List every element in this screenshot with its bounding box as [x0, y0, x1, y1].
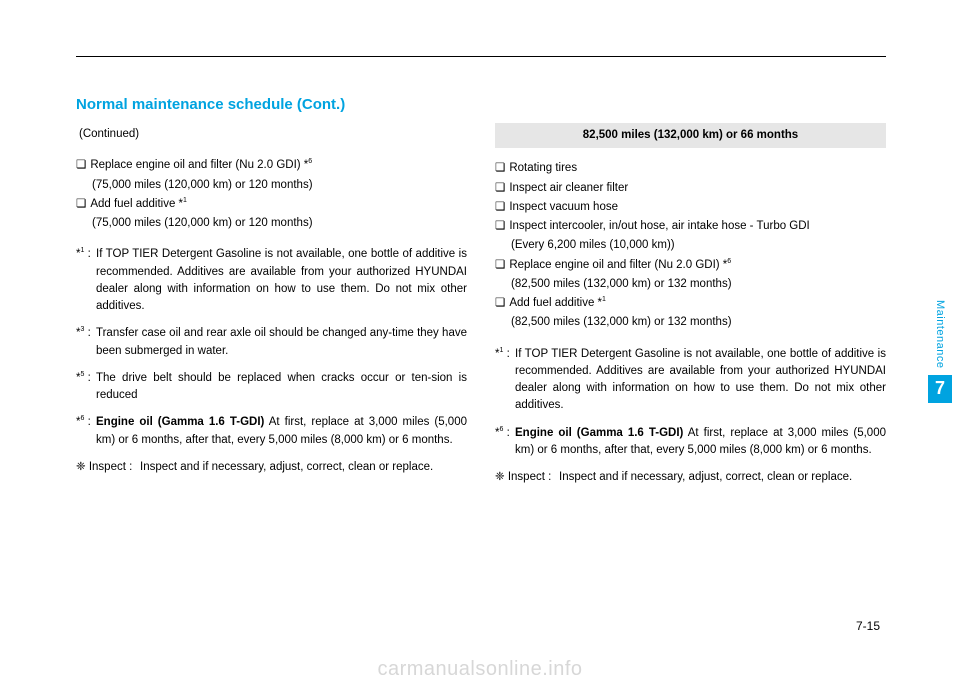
inspect-text: Inspect and if necessary, adjust, correc… — [140, 459, 467, 476]
footnote-marker: *5 : — [76, 370, 96, 405]
item-text: Rotating tires — [509, 160, 886, 177]
footnote-text: If TOP TIER Detergent Gasoline is not av… — [96, 246, 467, 315]
footnote-text: If TOP TIER Detergent Gasoline is not av… — [515, 346, 886, 415]
footnote-text: Engine oil (Gamma 1.6 T-GDI) At first, r… — [515, 425, 886, 460]
item-sub: (Every 6,200 miles (10,000 km)) — [495, 237, 886, 254]
square-bullet-icon: ❏ — [495, 295, 505, 312]
list-item: ❏ Add fuel additive *1 — [76, 196, 467, 213]
page-number: 7-15 — [856, 619, 880, 633]
item-text: Replace engine oil and filter (Nu 2.0 GD… — [90, 157, 467, 174]
footnote-text: Engine oil (Gamma 1.6 T-GDI) At first, r… — [96, 414, 467, 449]
item-sub: (75,000 miles (120,000 km) or 120 months… — [76, 215, 467, 232]
top-rule — [76, 56, 886, 57]
milestone-header: 82,500 miles (132,000 km) or 66 months — [495, 123, 886, 148]
footnote-marker: *1 : — [495, 346, 515, 415]
square-bullet-icon: ❏ — [495, 180, 505, 197]
footnote: *5 : The drive belt should be replaced w… — [76, 370, 467, 405]
chapter-tab: Maintenance 7 — [928, 300, 952, 403]
item-text: Inspect air cleaner filter — [509, 180, 886, 197]
list-item: ❏ Inspect air cleaner filter — [495, 180, 886, 197]
square-bullet-icon: ❏ — [495, 160, 505, 177]
square-bullet-icon: ❏ — [495, 199, 505, 216]
item-sub: (75,000 miles (120,000 km) or 120 months… — [76, 177, 467, 194]
footnote-text: Transfer case oil and rear axle oil shou… — [96, 325, 467, 360]
footnote: *6 : Engine oil (Gamma 1.6 T-GDI) At fir… — [76, 414, 467, 449]
list-item: ❏ Inspect intercooler, in/out hose, air … — [495, 218, 886, 235]
footnote-marker: *1 : — [76, 246, 96, 315]
footnote: *6 : Engine oil (Gamma 1.6 T-GDI) At fir… — [495, 425, 886, 460]
inspect-text: Inspect and if necessary, adjust, correc… — [559, 469, 886, 486]
item-text: Add fuel additive *1 — [509, 295, 886, 312]
chapter-number: 7 — [928, 375, 952, 403]
footnote: *1 : If TOP TIER Detergent Gasoline is n… — [495, 346, 886, 415]
chapter-label: Maintenance — [934, 300, 946, 369]
right-column: 82,500 miles (132,000 km) or 66 months ❏… — [495, 123, 886, 486]
footnote-marker: *6 : — [495, 425, 515, 460]
inspect-note: ❈ Inspect : Inspect and if necessary, ad… — [76, 459, 467, 476]
section-heading: Normal maintenance schedule (Cont.) — [76, 96, 886, 113]
square-bullet-icon: ❏ — [76, 196, 86, 213]
item-text: Add fuel additive *1 — [90, 196, 467, 213]
left-column: (Continued) ❏ Replace engine oil and fil… — [76, 123, 467, 486]
footnote-marker: *3 : — [76, 325, 96, 360]
square-bullet-icon: ❏ — [495, 218, 505, 235]
item-sub: (82,500 miles (132,000 km) or 132 months… — [495, 314, 886, 331]
inspect-marker: ❈ Inspect : — [495, 469, 559, 486]
list-item: ❏ Replace engine oil and filter (Nu 2.0 … — [495, 257, 886, 274]
item-text: Inspect vacuum hose — [509, 199, 886, 216]
list-item: ❏ Add fuel additive *1 — [495, 295, 886, 312]
square-bullet-icon: ❏ — [495, 257, 505, 274]
item-text: Replace engine oil and filter (Nu 2.0 GD… — [509, 257, 886, 274]
watermark: carmanualsonline.info — [0, 658, 960, 681]
footnote-text: The drive belt should be replaced when c… — [96, 370, 467, 405]
list-item: ❏ Inspect vacuum hose — [495, 199, 886, 216]
item-text: Inspect intercooler, in/out hose, air in… — [509, 218, 886, 235]
inspect-marker: ❈ Inspect : — [76, 459, 140, 476]
square-bullet-icon: ❏ — [76, 157, 86, 174]
list-item: ❏ Rotating tires — [495, 160, 886, 177]
footnote: *3 : Transfer case oil and rear axle oil… — [76, 325, 467, 360]
footnote-marker: *6 : — [76, 414, 96, 449]
continued-label: (Continued) — [79, 126, 467, 143]
inspect-note: ❈ Inspect : Inspect and if necessary, ad… — [495, 469, 886, 486]
list-item: ❏ Replace engine oil and filter (Nu 2.0 … — [76, 157, 467, 174]
footnote: *1 : If TOP TIER Detergent Gasoline is n… — [76, 246, 467, 315]
item-sub: (82,500 miles (132,000 km) or 132 months… — [495, 276, 886, 293]
